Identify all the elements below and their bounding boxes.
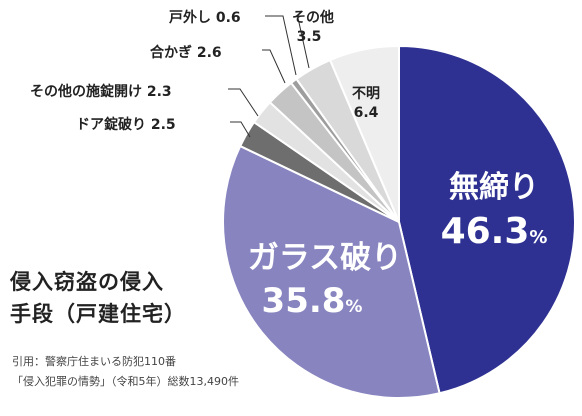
slice-value-1: 35.8% [262, 281, 363, 321]
slice-label-6: その他 [292, 9, 334, 26]
leader-line-5 [265, 15, 297, 76]
leader-line-6 [297, 17, 310, 69]
pie-slice-0 [398, 44, 576, 395]
slice-value-7: 6.4 [354, 105, 379, 121]
pie-slice-1 [222, 144, 441, 399]
leader-line-4 [262, 49, 286, 84]
slice-label-4: 合かぎ 2.6 [150, 44, 222, 61]
slice-label-5: 戸外し 0.6 [169, 9, 241, 26]
slice-label-0: 無締り [449, 170, 539, 205]
source-line-2: 「侵入犯罪の情勢」（令和5年）総数13,490件 [12, 375, 239, 388]
pie-slice-7 [328, 44, 400, 223]
chart-title-line-2: 手段（戸建住宅） [10, 302, 186, 326]
slice-value-0: 46.3% [441, 211, 548, 252]
leader-line-3 [228, 88, 259, 117]
chart-title-line-1: 侵入窃盗の侵入 [10, 270, 164, 294]
slice-label-7: 不明 [352, 86, 380, 102]
slice-label-1: ガラス破り [248, 240, 402, 276]
slice-label-2: ドア錠破り 2.5 [76, 116, 176, 133]
slice-label-3: その他の施錠開け 2.3 [30, 83, 172, 100]
leader-line-2 [230, 121, 251, 138]
slice-value-6: 3.5 [297, 29, 322, 45]
source-line-1: 引用：警察庁住まいる防犯110番 [12, 355, 176, 368]
